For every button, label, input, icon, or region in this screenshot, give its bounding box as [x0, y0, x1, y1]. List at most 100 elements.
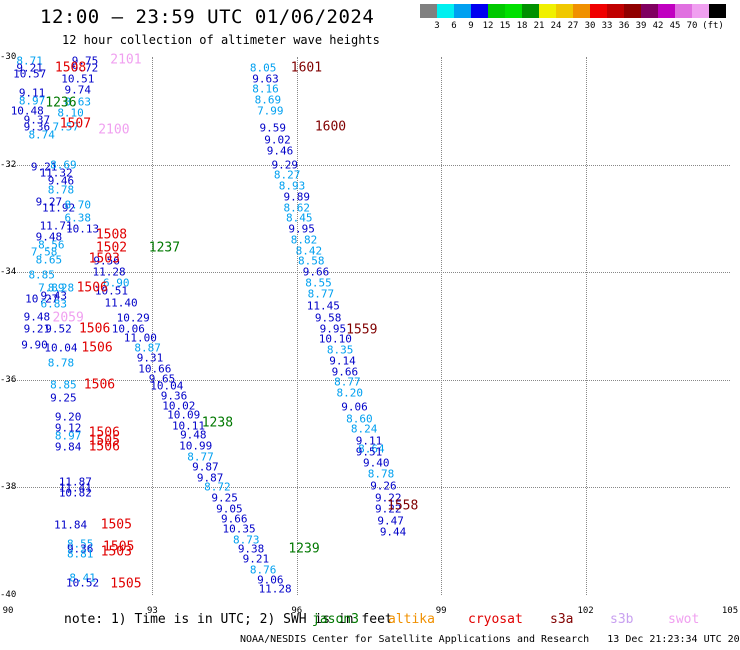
wave-height-point: 8.64: [358, 442, 385, 456]
wave-height-point: 8.97: [54, 429, 82, 443]
pass-time-label: 1508: [54, 60, 87, 76]
wave-height-point: 9.36: [66, 542, 94, 556]
wave-height-point: 8.77: [334, 375, 361, 389]
wave-height-point: 9.11: [18, 86, 46, 100]
legend-swatch: [539, 4, 556, 18]
wave-height-point: 9.52: [45, 322, 72, 336]
wave-height-point: 8.87: [134, 341, 161, 355]
wave-height-point: 8.93: [278, 179, 306, 193]
wave-height-point: 8.74: [28, 128, 55, 142]
legend-tick-label: 33: [601, 21, 613, 31]
wave-height-point: 9.11: [355, 434, 383, 448]
pass-time-label: 1507: [59, 116, 92, 132]
wave-height-point: 10.11: [171, 419, 206, 433]
wave-height-point: 9.59: [259, 121, 286, 135]
wave-height-point: 9.37: [23, 113, 51, 127]
wave-height-point: 10.27: [25, 292, 59, 306]
wave-height-point: 9.40: [362, 456, 390, 470]
legend-tick-label: 6: [451, 21, 457, 31]
wave-height-point: 10.09: [167, 408, 201, 422]
wave-height-point: 8.72: [204, 480, 231, 494]
legend-swatch: [471, 4, 488, 18]
legend-swatch: [658, 4, 675, 18]
pass-time-label: 1506: [83, 377, 116, 393]
pass-time-label: 1236: [45, 95, 77, 111]
legend-tick-label: 3: [434, 21, 440, 31]
wave-height-point: 11.92: [41, 201, 76, 215]
wave-height-point: 9.26: [370, 479, 397, 493]
wave-height-point: 8.45: [285, 211, 313, 225]
legend-tick-label: 39: [635, 21, 647, 31]
x-tick-label: 99: [435, 606, 447, 616]
wave-height-point: 9.47: [377, 514, 404, 528]
wave-height-point: 8.71: [16, 54, 43, 68]
wave-height-point: 9.22: [375, 491, 402, 505]
wave-height-point: 9.75: [71, 54, 99, 68]
wave-height-point: 9.51: [355, 445, 383, 459]
legend-swatch: [624, 4, 641, 18]
wave-height-point: 9.22: [375, 502, 402, 516]
wave-height-point: 8.81: [66, 547, 94, 561]
wave-height-point: 8.27: [273, 168, 301, 182]
wave-height-point: 8.16: [252, 82, 279, 96]
wave-height-point: 9.56: [93, 254, 120, 268]
wave-height-point: 9.48: [35, 230, 63, 244]
wave-height-point: 7.89: [38, 281, 65, 295]
legend-tick-label: (ft): [702, 21, 724, 31]
y-tick-label: -32: [0, 159, 17, 170]
y-tick-label: -30: [0, 52, 17, 62]
wave-height-point: 10.51: [61, 72, 95, 86]
pass-time-label: 1503: [100, 544, 132, 560]
pass-time-label: 1237: [148, 240, 181, 256]
wave-height-point: 8.82: [290, 233, 318, 247]
wave-height-point: 9.72: [71, 61, 99, 75]
legend-swatch: [590, 4, 607, 18]
wave-height-point: 9.44: [379, 525, 407, 539]
pass-time-label: 1505: [100, 517, 132, 533]
wave-height-point: 11.71: [39, 219, 73, 233]
pass-time-label: 1238: [201, 415, 234, 431]
wave-height-point: 8.55: [305, 276, 332, 290]
wave-height-point: 10.48: [10, 104, 44, 118]
wave-height-point: 9.84: [54, 440, 82, 454]
legend-swatch: [454, 4, 471, 18]
wave-height-point: 11.45: [306, 299, 340, 313]
chart-subtitle: 12 hour collection of altimeter wave hei…: [62, 33, 380, 47]
wave-height-point: 10.57: [13, 67, 47, 81]
legend-tick-label: 36: [618, 21, 630, 31]
legend-swatch: [505, 4, 522, 18]
wave-height-point: 8.41: [69, 571, 96, 585]
y-tick-label: -38: [0, 482, 17, 493]
wave-height-point: 8.24: [350, 422, 378, 436]
wave-height-point: 10.02: [162, 399, 196, 413]
legend-tick-label: 9: [468, 21, 474, 31]
wave-height-point: 9.63: [252, 72, 279, 86]
wave-height-point: 9.36: [160, 389, 188, 403]
legend-tick-label: 45: [669, 21, 681, 31]
wave-height-point: 9.21: [16, 61, 43, 75]
x-tick-label: 102: [577, 606, 594, 616]
grid-line-vertical: [585, 57, 587, 595]
wave-height-point: 8.78: [47, 356, 75, 370]
wave-height-point: 8.77: [307, 287, 335, 301]
wave-height-point: 8.55: [66, 537, 94, 551]
legend-swatch: [488, 4, 505, 18]
pass-time-label: 1559: [346, 322, 378, 338]
legend-tick-label: 18: [516, 21, 528, 31]
legend-swatch: [556, 4, 573, 18]
footnote: note: 1) Time is in UTC; 2) SWH is in fe…: [64, 612, 393, 627]
wave-height-point: 8.60: [346, 412, 373, 426]
wave-height-point: 8.70: [64, 198, 92, 212]
wave-height-point: 8.65: [35, 253, 63, 267]
wave-height-point: 9.25: [211, 491, 238, 505]
wave-height-point: 9.31: [136, 351, 164, 365]
wave-height-point: 9.27: [35, 195, 63, 209]
legend-tick-label: 42: [652, 21, 664, 31]
satellite-label-s3b: s3b: [610, 612, 634, 627]
wave-height-point: 10.13: [66, 222, 100, 236]
legend-tick-label: 15: [499, 21, 511, 31]
legend-swatch: [641, 4, 658, 18]
wave-height-point: 9.65: [148, 372, 176, 386]
wave-height-point: 11.40: [104, 296, 138, 310]
wave-height-point: 6.90: [103, 276, 130, 290]
